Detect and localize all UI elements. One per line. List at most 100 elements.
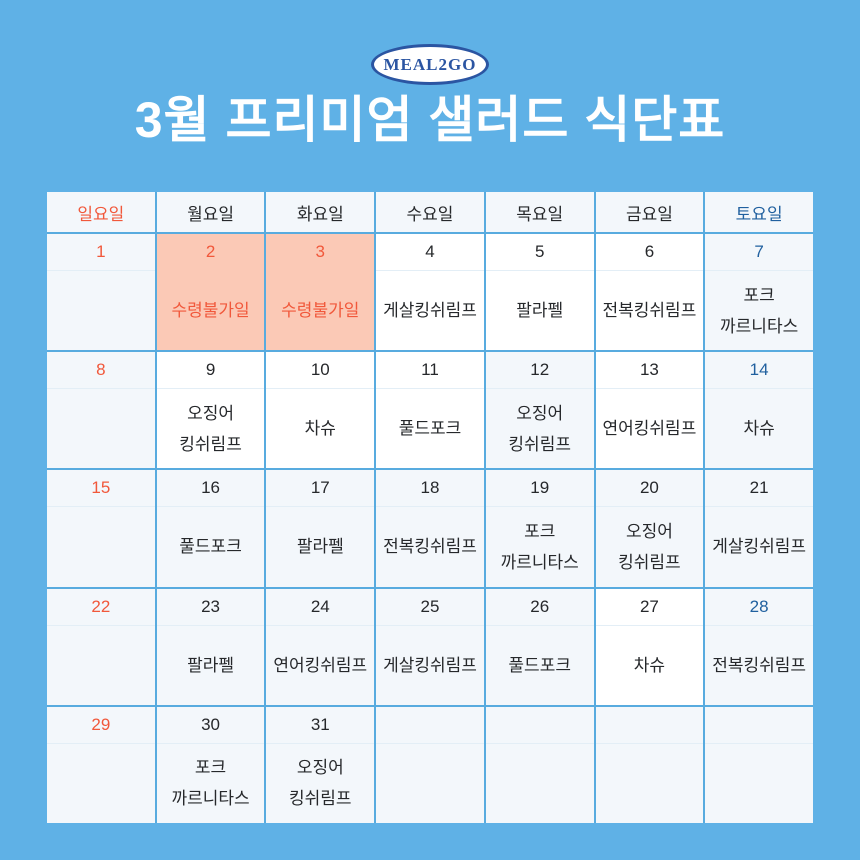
day-number: 6 [595, 234, 704, 271]
meal-label [376, 744, 484, 823]
calendar-grid: 일요일 월요일 화요일 수요일 목요일 금요일 토요일 1 2 수령불가일 3 수령불가일 4 게살킹쉬림… [47, 192, 813, 823]
meal-label: 차슈 [705, 389, 813, 468]
meal-label: 풀드포크 [157, 507, 265, 586]
meal-label: 연어킹쉬림프 [266, 626, 374, 705]
day-number: 19 [485, 470, 594, 508]
meal-label: 게살킹쉬림프 [705, 507, 813, 586]
meal-line: 오징어 [516, 403, 564, 423]
day-cell: 26 풀드포크 [485, 588, 594, 705]
meal-line: 풀드포크 [179, 537, 242, 557]
meal-line: 게살킹쉬림프 [712, 537, 807, 557]
day-number: 12 [485, 352, 594, 390]
meal-line: 오징어 [296, 758, 344, 778]
meal-label: 팔라펠 [157, 626, 265, 705]
day-number: 7 [705, 234, 813, 271]
day-number: 20 [595, 470, 704, 508]
meal-line: 수령불가일 [171, 301, 250, 321]
day-cell: 28 전복킹쉬림프 [705, 588, 813, 705]
meal-line: 팔라펠 [187, 655, 235, 675]
meal-line: 수령불가일 [281, 301, 360, 321]
page-title: 3월 프리미엄 샐러드 식단표 [134, 92, 726, 148]
meal-line: 게살킹쉬림프 [383, 655, 477, 675]
day-cell: 24 연어킹쉬림프 [266, 588, 375, 705]
meal-label: 팔라펠 [486, 271, 594, 350]
meal-line: 팔라펠 [296, 537, 344, 557]
day-number: 13 [595, 352, 704, 390]
day-header-5: 금요일 [595, 192, 704, 232]
meal-label: 게살킹쉬림프 [376, 271, 484, 350]
meal-line: 오징어 [625, 521, 673, 541]
meal-line: 차슈 [304, 419, 336, 439]
meal-line: 전복킹쉬림프 [602, 301, 697, 321]
meal2go-logo: MEAL2GO [371, 44, 489, 85]
day-cell: 31 오징어 킹쉬림프 [266, 706, 375, 823]
day-number [595, 707, 704, 744]
day-number: 26 [485, 589, 594, 626]
day-number: 9 [156, 352, 265, 390]
meal-label [47, 626, 155, 705]
meal-line: 풀드포크 [508, 655, 571, 675]
meal-label: 풀드포크 [486, 626, 594, 705]
meal-label [486, 744, 594, 823]
meal-label [47, 271, 155, 350]
day-cell: 15 [47, 470, 155, 587]
meal-label: 풀드포크 [376, 389, 484, 468]
meal-line: 킹쉬림프 [289, 789, 352, 809]
day-cell: 23 팔라펠 [156, 588, 265, 705]
day-cell: 3 수령불가일 [266, 234, 375, 351]
meal-label [705, 744, 813, 823]
day-cell: 16 풀드포크 [156, 470, 265, 587]
day-number: 8 [47, 352, 155, 390]
day-cell: 21 게살킹쉬림프 [705, 470, 813, 587]
meal-label: 전복킹쉬림프 [376, 507, 484, 586]
meal-line: 포크 [524, 521, 556, 541]
day-cell: 13 연어킹쉬림프 [595, 352, 704, 469]
meal-label: 연어킹쉬림프 [596, 389, 704, 468]
day-number: 18 [376, 470, 484, 508]
day-number: 30 [156, 707, 265, 744]
day-number [376, 707, 484, 744]
meal-line: 게살킹쉬림프 [383, 301, 477, 321]
meal-line: 포크 [194, 758, 227, 778]
day-number: 14 [705, 352, 813, 390]
meal-label: 차슈 [596, 626, 704, 705]
meal-label: 수령불가일 [266, 271, 374, 350]
meal-line: 까르니타스 [171, 789, 250, 809]
day-cell [705, 706, 813, 823]
day-cell: 22 [47, 588, 155, 705]
day-number: 1 [47, 234, 155, 271]
day-cell: 4 게살킹쉬림프 [376, 234, 484, 351]
meal-line: 차슈 [633, 655, 666, 675]
day-cell [595, 706, 704, 823]
day-cell: 6 전복킹쉬림프 [595, 234, 704, 351]
meal-label: 차슈 [266, 389, 374, 468]
meal-label [596, 744, 704, 823]
day-number: 11 [376, 352, 484, 390]
meal-line: 까르니타스 [720, 316, 799, 336]
meal-line: 킹쉬림프 [508, 434, 571, 454]
day-cell: 18 전복킹쉬림프 [376, 470, 484, 587]
day-cell: 8 [47, 352, 155, 469]
day-number: 5 [485, 234, 594, 271]
day-number [705, 707, 813, 744]
day-cell: 11 풀드포크 [376, 352, 484, 469]
day-cell: 1 [47, 234, 155, 351]
day-number: 10 [266, 352, 375, 390]
day-number: 15 [47, 470, 155, 508]
day-header-6: 토요일 [705, 192, 813, 232]
day-number: 27 [595, 589, 704, 626]
day-number: 23 [156, 589, 265, 626]
day-number: 2 [205, 242, 216, 261]
day-cell: 12 오징어 킹쉬림프 [485, 352, 594, 469]
day-number: 4 [376, 234, 484, 271]
meal-label [47, 389, 155, 468]
meal-line: 포크 [743, 285, 775, 305]
meal-line: 킹쉬림프 [618, 552, 681, 572]
meal-label [47, 507, 155, 586]
day-cell: 29 [47, 706, 155, 823]
meal-line: 까르니타스 [500, 552, 579, 572]
